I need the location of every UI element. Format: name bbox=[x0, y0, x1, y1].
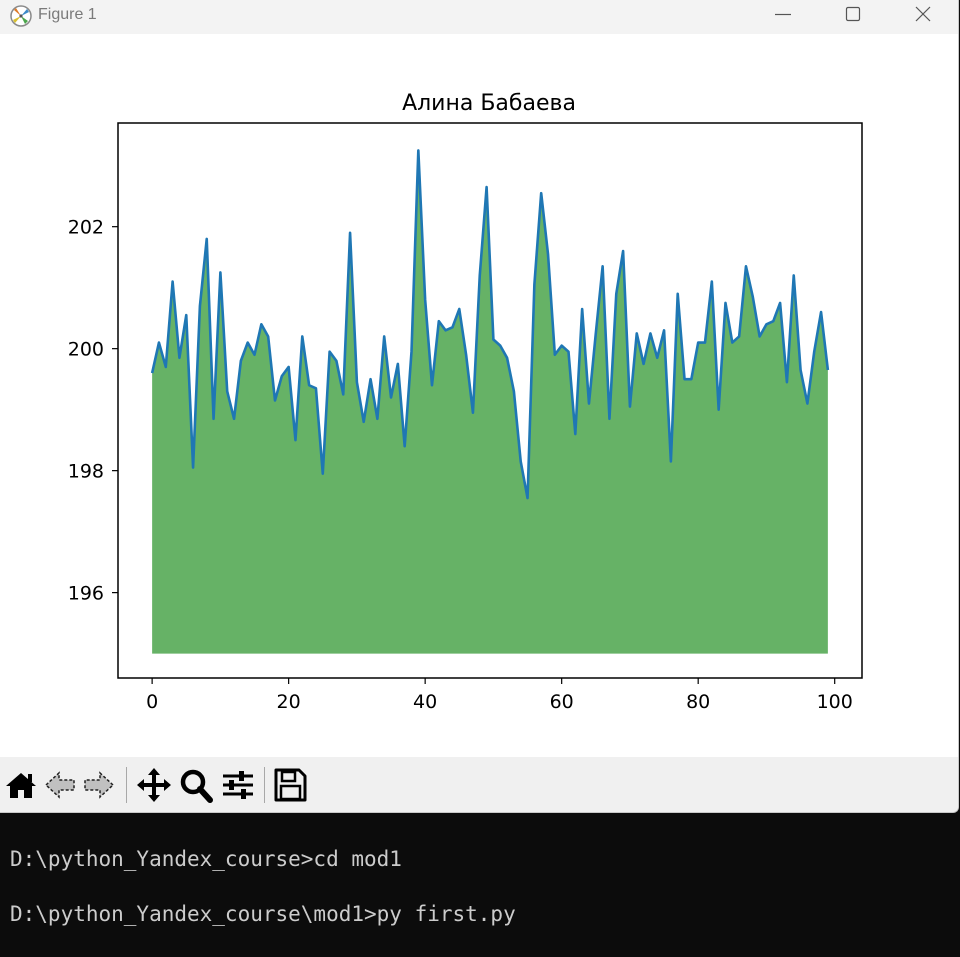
navigation-toolbar bbox=[0, 757, 958, 812]
zoom-button[interactable] bbox=[177, 765, 215, 805]
y-tick-label: 196 bbox=[68, 583, 104, 605]
forward-icon bbox=[84, 771, 115, 799]
forward-button[interactable] bbox=[81, 765, 117, 805]
x-tick-label: 80 bbox=[686, 691, 710, 713]
pan-button[interactable] bbox=[135, 765, 173, 805]
pan-icon bbox=[137, 768, 171, 802]
chart-title: Алина Бабаева bbox=[402, 91, 576, 116]
y-tick-label: 202 bbox=[68, 217, 104, 239]
matplotlib-logo-icon bbox=[10, 5, 32, 27]
x-tick-label: 20 bbox=[277, 691, 301, 713]
title-bar: Figure 1 bbox=[0, 0, 958, 34]
x-tick-label: 100 bbox=[817, 691, 853, 713]
y-tick-label: 198 bbox=[68, 461, 104, 483]
minimize-icon bbox=[775, 13, 791, 16]
maximize-icon bbox=[845, 6, 861, 22]
back-button[interactable] bbox=[42, 765, 78, 805]
area-chart: Алина Бабаева 0 20 40 60 80 100 196 198 200 202 bbox=[68, 91, 863, 713]
terminal-line: D:\python_Yandex_course\mod1>py first.py bbox=[10, 902, 516, 926]
minimize-button[interactable] bbox=[760, 0, 806, 30]
toolbar-separator bbox=[264, 767, 265, 803]
terminal-window[interactable]: D:\python_Yandex_course>cd mod1 D:\pytho… bbox=[0, 813, 960, 957]
home-button[interactable] bbox=[3, 765, 39, 805]
x-tick-label: 40 bbox=[413, 691, 437, 713]
plot-frame bbox=[117, 122, 863, 679]
save-button[interactable] bbox=[271, 765, 309, 805]
figure-canvas[interactable]: Алина Бабаева 0 20 40 60 80 100 196 198 200 202 bbox=[0, 36, 958, 756]
back-icon bbox=[44, 771, 75, 799]
toolbar-separator bbox=[126, 767, 127, 803]
close-button[interactable] bbox=[900, 0, 946, 30]
y-tick-label: 200 bbox=[68, 339, 104, 361]
figure-window: Figure 1 Алина Бабаева 0 20 40 60 80 100 196 1 bbox=[0, 0, 959, 813]
x-tick-label: 0 bbox=[146, 691, 158, 713]
series-line bbox=[150, 149, 830, 500]
close-icon bbox=[915, 6, 931, 22]
terminal-line: D:\python_Yandex_course>cd mod1 bbox=[10, 847, 402, 871]
configure-icon bbox=[223, 771, 253, 799]
area-fill bbox=[152, 150, 828, 654]
configure-subplots-button[interactable] bbox=[219, 765, 257, 805]
maximize-button[interactable] bbox=[830, 0, 876, 30]
x-tick-label: 60 bbox=[550, 691, 574, 713]
window-title: Figure 1 bbox=[38, 6, 97, 23]
zoom-icon bbox=[180, 769, 213, 803]
home-icon bbox=[6, 773, 36, 798]
save-icon bbox=[274, 768, 307, 802]
